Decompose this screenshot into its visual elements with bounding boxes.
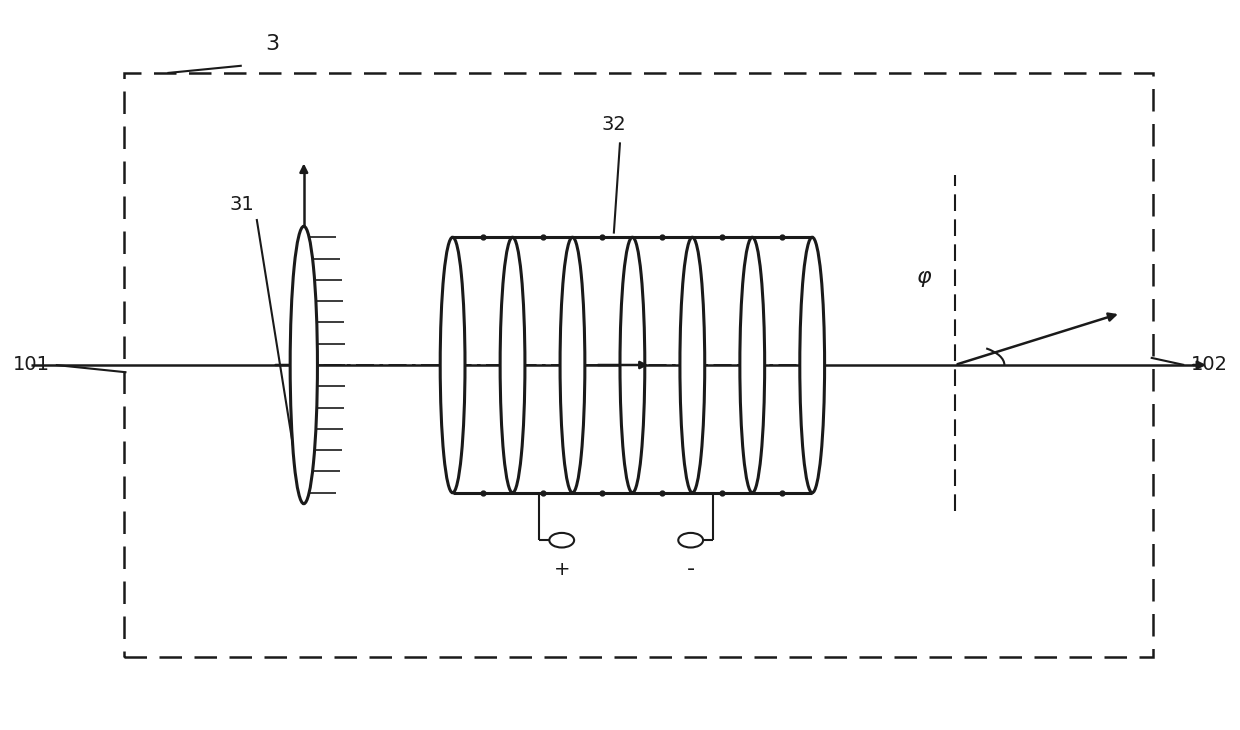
Text: 102: 102 — [1190, 356, 1228, 374]
Ellipse shape — [500, 237, 525, 493]
Ellipse shape — [680, 237, 704, 493]
Text: φ: φ — [916, 267, 931, 288]
Text: 3: 3 — [265, 34, 280, 54]
Ellipse shape — [620, 237, 645, 493]
Ellipse shape — [560, 237, 585, 493]
Circle shape — [549, 533, 574, 548]
Text: 31: 31 — [229, 195, 254, 214]
Text: 32: 32 — [601, 115, 626, 134]
Ellipse shape — [290, 226, 317, 504]
Text: -: - — [687, 559, 694, 580]
Bar — [124, 73, 1153, 657]
Ellipse shape — [740, 237, 765, 493]
Text: +: + — [553, 560, 570, 579]
Text: 101: 101 — [12, 356, 50, 374]
Ellipse shape — [440, 237, 465, 493]
Ellipse shape — [800, 237, 825, 493]
Circle shape — [678, 533, 703, 548]
